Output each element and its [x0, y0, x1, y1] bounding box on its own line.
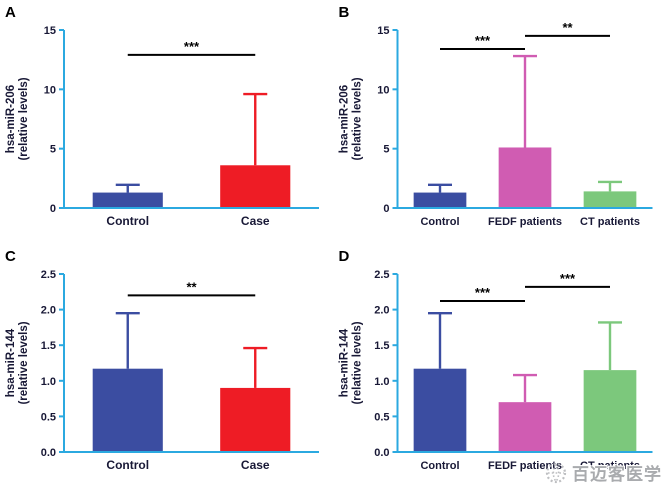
chart-panel-c: Control Case 0.0 0.5 1.0 1.5 2.0 2.5 hsa-miR-144…	[5, 248, 319, 472]
significance-stars: ***	[560, 271, 576, 286]
y-tick-label: 2.5	[41, 269, 56, 281]
significance-stars: ***	[475, 33, 491, 48]
y-axis-label-line1: hsa-miR-144	[5, 328, 17, 397]
bar-1	[220, 387, 291, 452]
y-axis-label-line2: (relative levels)	[352, 321, 364, 404]
y-tick-label: 2.0	[41, 305, 56, 317]
bar-1	[220, 165, 291, 208]
x-tick-label: Control	[420, 460, 459, 472]
panel-letter: D	[339, 248, 350, 265]
panel-letter: C	[5, 248, 16, 265]
y-axis-label-line2: (relative levels)	[352, 77, 364, 160]
y-axis-label-line2: (relative levels)	[18, 77, 30, 160]
y-tick-label: 2.5	[374, 269, 389, 281]
x-tick-label: Case	[241, 214, 270, 228]
y-tick-label: 0.0	[374, 447, 389, 459]
y-tick-label: 1.5	[374, 340, 389, 352]
y-axis-label-line1: hsa-miR-206	[5, 85, 17, 153]
bar-0	[413, 368, 467, 452]
panel-d: Control FEDF patients CT patients 0.0 0.5 1.0…	[333, 244, 667, 488]
y-tick-label: 10	[44, 84, 56, 96]
y-tick-label: 1.0	[374, 376, 389, 388]
y-axis-label-line2: (relative levels)	[18, 321, 30, 404]
bar-0	[92, 368, 163, 452]
y-tick-label: 15	[44, 25, 56, 37]
y-tick-label: 0	[50, 203, 56, 215]
y-tick-label: 2.0	[374, 305, 389, 317]
y-axis-label-line1: hsa-miR-206	[339, 85, 351, 153]
chart-panel-a: Control Case 0 5 10 15 hsa-miR-206 (relative le…	[5, 4, 319, 228]
y-tick-label: 15	[377, 25, 389, 37]
x-tick-label: FEDF patients	[488, 216, 562, 228]
y-axis-label-line1: hsa-miR-144	[339, 328, 351, 397]
x-tick-label: FEDF patients	[488, 460, 562, 472]
panel-letter: A	[5, 4, 16, 21]
y-tick-label: 0.5	[41, 411, 56, 423]
y-tick-label: 1.0	[41, 376, 56, 388]
panel-a: Control Case 0 5 10 15 hsa-miR-206 (relative le…	[0, 0, 333, 244]
chart-panel-b: Control FEDF patients CT patients 0 5 10 15 hsa…	[339, 4, 653, 228]
panel-b: Control FEDF patients CT patients 0 5 10 15 hsa…	[333, 0, 667, 244]
y-tick-label: 0.5	[374, 411, 389, 423]
bar-1	[498, 147, 552, 208]
bar-2	[583, 191, 637, 208]
significance-stars: ***	[475, 285, 491, 300]
x-tick-label: CT patients	[580, 216, 640, 228]
bar-1	[498, 402, 552, 452]
x-tick-label: Control	[106, 458, 149, 472]
x-tick-label: CT patients	[580, 460, 640, 472]
bar-0	[92, 192, 163, 208]
y-tick-label: 1.5	[41, 340, 56, 352]
y-tick-label: 5	[50, 144, 56, 156]
significance-stars: ***	[184, 39, 200, 54]
significance-stars: **	[562, 20, 573, 35]
panel-letter: B	[339, 4, 350, 21]
y-tick-label: 10	[377, 84, 389, 96]
panel-c: Control Case 0.0 0.5 1.0 1.5 2.0 2.5 hsa-miR-144…	[0, 244, 333, 488]
y-tick-label: 0.0	[41, 447, 56, 459]
bar-2	[583, 370, 637, 452]
x-tick-label: Control	[420, 216, 459, 228]
y-tick-label: 5	[383, 144, 389, 156]
significance-stars: **	[186, 279, 197, 294]
y-tick-label: 0	[383, 203, 389, 215]
chart-panel-d: Control FEDF patients CT patients 0.0 0.5 1.0…	[339, 248, 653, 472]
bar-0	[413, 192, 467, 208]
x-tick-label: Control	[106, 214, 149, 228]
x-tick-label: Case	[241, 458, 270, 472]
